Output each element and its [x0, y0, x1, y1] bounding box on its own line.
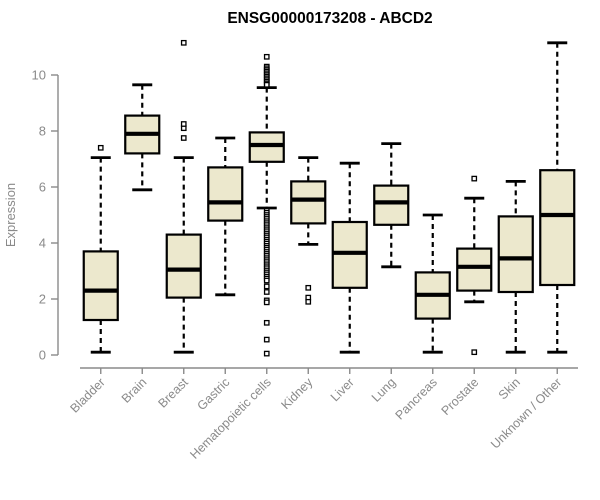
iqr-box [82, 250, 119, 322]
boxplot-brain [124, 83, 161, 192]
iqr-box [539, 169, 576, 287]
y-tick-label: 0 [39, 348, 46, 363]
outlier-point [263, 289, 270, 295]
x-category-label: Skin [496, 375, 523, 402]
outlier-point [263, 53, 270, 60]
iqr-box [497, 215, 534, 294]
iqr-box [456, 247, 493, 292]
boxplot-lung [373, 142, 410, 269]
x-category-label: Gastric [194, 375, 232, 413]
iqr-box [165, 233, 202, 299]
outlier-point [180, 135, 187, 141]
outlier-point [263, 277, 270, 284]
y-tick-label: 4 [39, 236, 46, 251]
boxplot-liver [331, 161, 368, 354]
chart-title: ENSG00000173208 - ABCD2 [227, 10, 432, 27]
x-category-label: Brain [119, 375, 150, 406]
y-tick-label: 10 [32, 68, 46, 83]
outlier-point [263, 350, 270, 357]
boxplot-gastric [207, 136, 244, 297]
x-category-label: Pancreas [393, 375, 440, 422]
outlier-point [471, 349, 478, 356]
boxplot-pancreas [414, 213, 451, 354]
outlier-point [305, 298, 312, 305]
y-tick-label: 6 [39, 180, 46, 195]
boxplot-unknown-other [539, 41, 576, 354]
outlier-point [263, 299, 270, 306]
outlier-point [263, 283, 270, 290]
x-category-label: Hematopoietic cells [187, 375, 274, 462]
y-axis-title: Expression [3, 183, 18, 247]
iqr-box [290, 180, 327, 225]
boxplot-skin [497, 179, 534, 354]
x-category-label: Prostate [439, 375, 482, 418]
outlier-point [180, 39, 187, 46]
outlier-point [180, 121, 187, 127]
x-category-label: Lung [369, 375, 399, 405]
x-category-label: Unknown / Other [488, 375, 564, 451]
outlier-point [305, 284, 312, 291]
y-tick-label: 8 [39, 124, 46, 139]
y-tick-label: 2 [39, 292, 46, 307]
iqr-box [207, 166, 244, 222]
boxplot-breast [165, 39, 202, 354]
x-category-label: Liver [328, 375, 357, 404]
iqr-box [373, 184, 410, 226]
boxplot-hematopoietic-cells [248, 53, 285, 357]
boxplot-prostate [456, 175, 493, 356]
outlier-point [97, 144, 104, 151]
outlier-point [471, 175, 478, 182]
outlier-point [263, 336, 270, 343]
outlier-point [263, 81, 270, 88]
boxplot-bladder [82, 144, 119, 354]
x-category-label: Bladder [67, 375, 107, 415]
x-category-label: Kidney [278, 375, 315, 412]
boxplot-kidney [290, 156, 327, 305]
boxes [82, 39, 576, 357]
outlier-point [263, 319, 270, 326]
x-category-label: Breast [155, 375, 191, 411]
